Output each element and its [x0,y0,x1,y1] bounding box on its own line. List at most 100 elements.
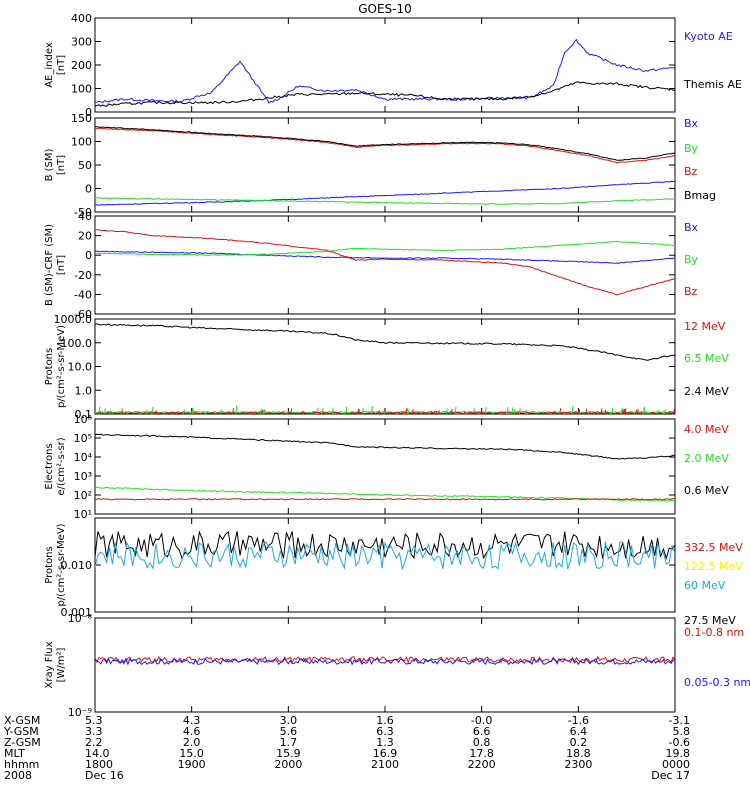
footer-cell: 1.7 [280,736,298,749]
y-tick-label: -40 [74,288,92,301]
footer-cell: 1.3 [376,736,394,749]
legend-label: By [684,142,699,155]
footer-cell: 15.9 [276,747,301,760]
footer-cell: 19.8 [666,747,691,760]
y-tick-label: 200 [71,59,92,72]
series-line [95,38,675,104]
panel-3: 40 20 0 -20 -40 -60 B (SM)-CRF (SM) [nT] Bx By Bz [44,210,699,321]
spike [518,408,521,414]
spike [243,412,246,414]
spike [109,410,112,414]
spike [328,413,331,414]
spike [670,412,672,414]
panel-2: 150 100 50 0 -50 B (SM) [nT] Bx By Bz Bmag [44,112,716,219]
spike [111,412,114,414]
series-group [95,655,675,666]
legend-label: Bz [684,165,698,178]
footer-cell: 2000 [274,758,302,771]
y-tick-label: -60 [74,308,92,321]
footer-cell: 18.8 [566,747,591,760]
spike [443,412,446,414]
spike [472,411,475,414]
spike [552,410,555,414]
y-tick-label: 0 [85,183,92,196]
spike [581,412,584,414]
footer-cell: Dec 17 [651,769,690,782]
spike [635,409,638,414]
y-tick-label: 1000.0 [54,313,93,326]
y-axis-units: p/(cm²-s-sr-MeV) [56,325,67,408]
y-tick-label: 10⁻⁹ [68,706,92,719]
spike [107,412,110,414]
spike [361,407,364,414]
y-tick-label: 10⁻⁸ [68,612,93,625]
panel-5: 10⁶ 10⁵ 10⁴ 10³ 10² 10¹ Electrons e/(cm²-s-sr) 4… [44,413,729,521]
spike [261,409,264,414]
footer-row-label: MLT [4,747,25,760]
spike [672,409,675,414]
spike [192,409,195,414]
spike [415,412,418,414]
spike [524,409,527,414]
y-tick-label: 10⁴ [74,451,93,464]
spike [549,412,551,414]
legend-label: 332.5 MeV [684,541,743,554]
spike [668,410,671,414]
spike [246,411,249,414]
spike [559,408,562,414]
y-tick-label: 10² [74,489,92,502]
y-tick-label: 10⁶ [74,413,93,426]
spike [358,409,360,414]
footer-cell: 15.0 [179,747,204,760]
y-tick-label: 10.0 [68,361,93,374]
spike [571,405,574,414]
footer-cell: 0.2 [570,736,588,749]
y-tick-label: 10⁵ [74,432,92,445]
spike [263,409,266,414]
series-line [95,127,675,164]
legend-label: Bx [684,117,699,130]
spike [121,410,124,414]
y-tick-label: 10¹ [74,508,92,521]
spike [634,411,636,414]
spike [322,411,325,414]
spike [262,409,265,414]
legend-label: 12 MeV [684,320,726,333]
footer-cell: 4.3 [183,714,201,727]
series-group [95,38,675,107]
y-axis-label: B (SM) [44,148,55,181]
legend-label: Bx [684,221,699,234]
series-line [95,657,675,666]
footer-cell: 2300 [564,758,592,771]
y-tick-label: 0 [85,106,92,119]
y-axis-units: [W/m²] [56,647,67,682]
y-axis-units: [nT] [56,55,67,75]
spike [623,408,626,414]
series-line [95,410,675,414]
footer-cell: -3.1 [669,714,690,727]
y-tick-label: 150 [71,112,92,125]
legend-label: 6.5 MeV [684,352,729,365]
spike [585,408,588,414]
spike [430,410,433,414]
spike [663,411,665,414]
y-tick-label: -50 [74,206,92,219]
spike [636,409,639,414]
spike [157,412,160,414]
footer-cell: -0.0 [471,714,492,727]
spike [463,410,466,414]
legend-label: 2.4 MeV [684,385,729,398]
legend-label: 60 MeV [684,579,726,592]
spike [357,408,360,414]
footer-cell: Dec 16 [85,769,124,782]
legend-label: 122.5 MeV [684,560,743,573]
spike [643,406,646,414]
series-line [95,323,675,361]
y-axis-units: [nT] [56,155,67,175]
spike [378,410,381,414]
spike [517,411,519,414]
spike [103,408,106,414]
spike [624,408,627,414]
legend-label: 0.05-0.3 nm [684,676,750,689]
spike [506,407,509,414]
